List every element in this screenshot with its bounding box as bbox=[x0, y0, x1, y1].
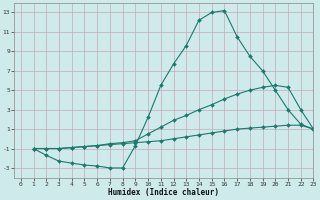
X-axis label: Humidex (Indice chaleur): Humidex (Indice chaleur) bbox=[108, 188, 220, 197]
